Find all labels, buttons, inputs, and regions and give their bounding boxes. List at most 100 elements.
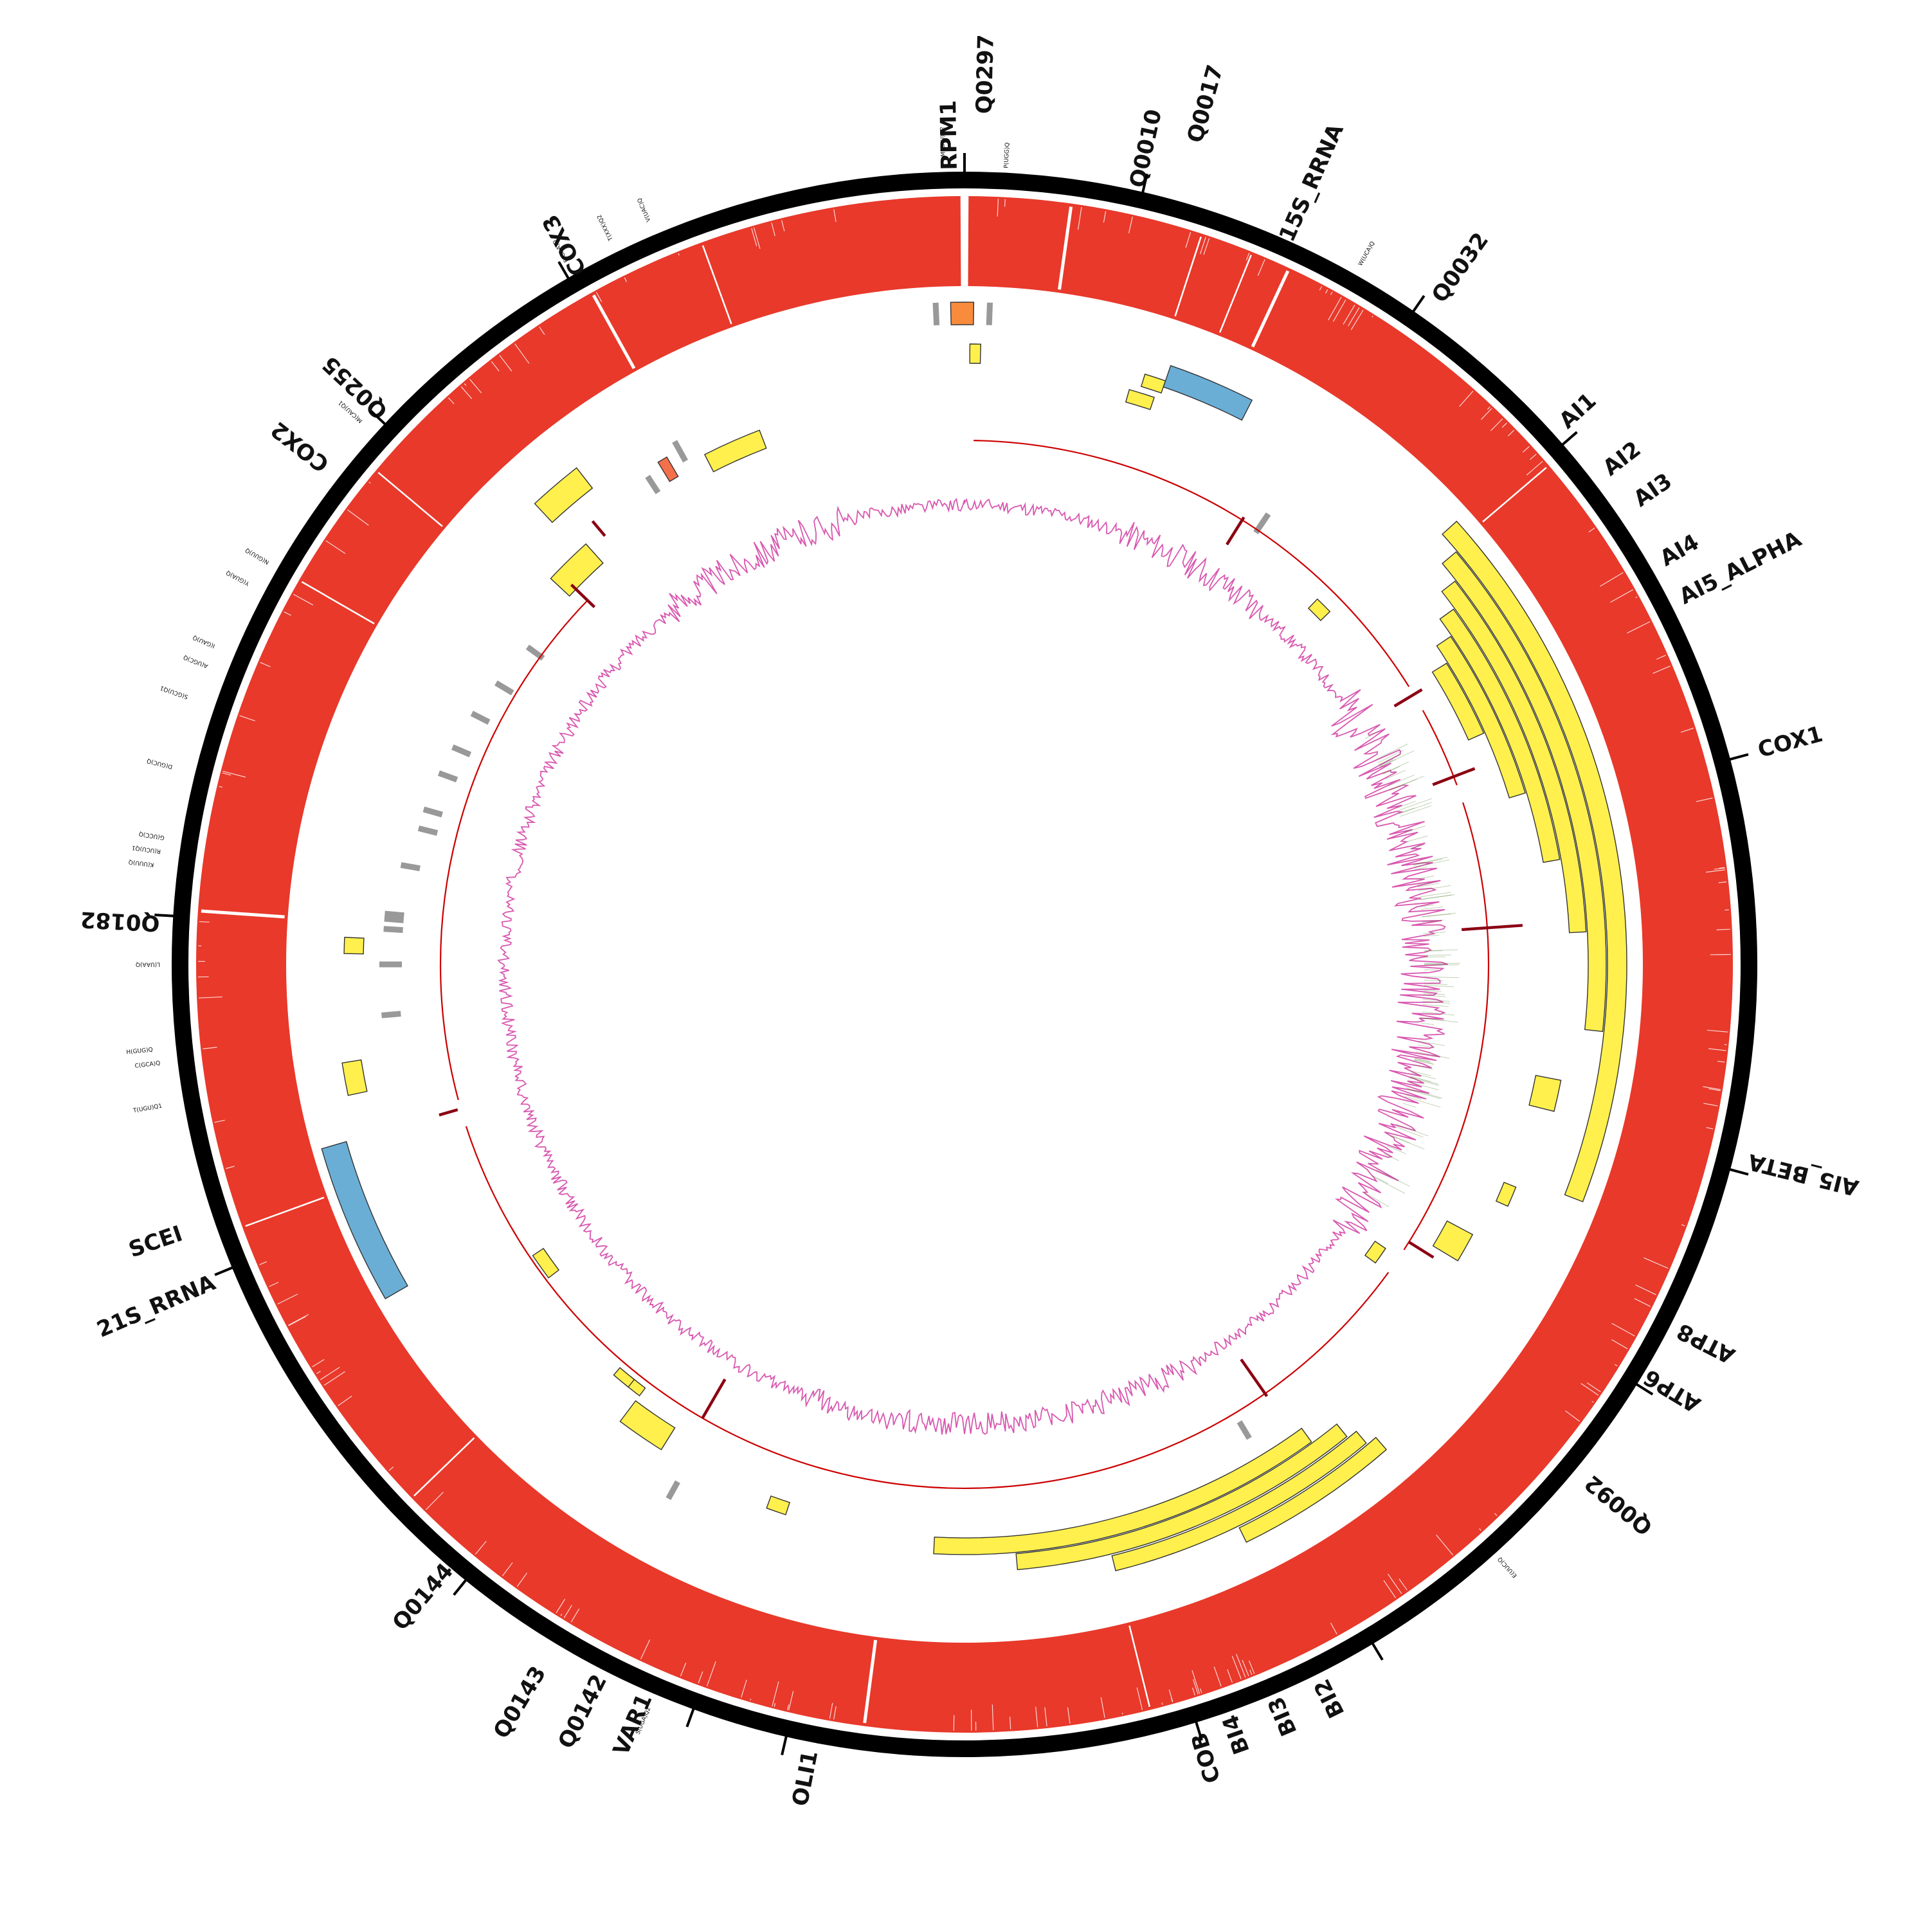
link-tick <box>1227 518 1244 545</box>
trna-label: D(GUC)Q <box>146 757 173 770</box>
trna-tick <box>496 683 512 692</box>
coverage-dip <box>750 1699 751 1700</box>
gene-label-bi4: BI4 <box>1217 1711 1254 1758</box>
trna-tick <box>648 476 658 492</box>
trna-label: N(GUU)Q <box>244 546 271 565</box>
trna-label: C(GCA)Q <box>134 1060 161 1070</box>
gc-skew-spike <box>1397 801 1415 808</box>
trna-label: Y(GUA)Q <box>225 569 251 587</box>
link-tick <box>1241 1359 1267 1396</box>
gc-skew-spike <box>1424 991 1442 992</box>
trna-tick <box>668 1482 678 1499</box>
gene-label-bi3: BI3 <box>1263 1693 1302 1740</box>
link-tick <box>439 1110 458 1115</box>
trna-label: G(UCC)Q <box>138 830 165 840</box>
gc-skew-line <box>498 499 1448 1434</box>
trna-tick <box>472 714 489 723</box>
link-tick <box>572 585 595 608</box>
gc-skew-spike <box>1376 1169 1410 1186</box>
small-gene-box <box>1365 1241 1386 1263</box>
gc-skew-spike <box>1424 980 1444 981</box>
coverage-dip <box>1005 199 1006 207</box>
link-tick <box>703 1379 725 1418</box>
backbone-circle <box>180 180 1749 1749</box>
coverage-dip <box>1162 1702 1163 1704</box>
gene-label-atp8: ATP8 <box>1673 1318 1739 1369</box>
backbone-tick <box>1373 1643 1382 1660</box>
trna-label: K(UUU)Q <box>128 858 154 868</box>
backbone-tick <box>1730 1169 1748 1175</box>
link-tick <box>1433 768 1474 784</box>
link-tick <box>1409 1242 1433 1258</box>
trna-label: S(GCU)Q1 <box>159 684 189 700</box>
trna-tick <box>989 303 990 325</box>
trna-tick <box>453 747 471 755</box>
trna-label: T(XXX)Q2 <box>596 213 615 242</box>
gc-skew-spike <box>1403 1103 1416 1107</box>
trna-tick <box>675 442 685 462</box>
gene-label-ai5-beta: AI5_BETA <box>1745 1148 1861 1200</box>
gene-label-ai3: AI3 <box>1629 468 1676 512</box>
gene-label-ai1: AI1 <box>1554 388 1601 434</box>
small-gene-box <box>535 468 593 523</box>
trna-label: M(CAU)Q2 <box>939 127 946 157</box>
gene-label-q0144: Q0144 <box>388 1558 459 1636</box>
gene-label-15s-rrna: 15S_RRNA <box>1274 120 1350 246</box>
trna-label: L(UAA)Q <box>136 961 160 968</box>
trna-label: T(UGU)Q1 <box>132 1103 163 1115</box>
link-tick <box>1395 690 1422 707</box>
trna-tick <box>424 809 442 815</box>
gc-skew-spike <box>1416 1052 1449 1058</box>
gene-label-cox1: COX1 <box>1755 721 1825 763</box>
feature-track <box>322 302 1627 1571</box>
gene-label-var1: VAR1 <box>608 1690 658 1759</box>
trna-tick <box>1239 1422 1249 1438</box>
gene-label-q0092: Q0092 <box>1580 1470 1658 1540</box>
rrna-15s-box <box>1163 366 1252 420</box>
backbone-tick <box>687 1709 693 1727</box>
highlight-box <box>950 302 974 325</box>
gene-label-cob: COB <box>1186 1729 1226 1786</box>
backbone-tick <box>782 1736 786 1755</box>
gc-skew-spike <box>1388 775 1415 786</box>
small-gene-box <box>1141 374 1166 393</box>
link-arc <box>1423 710 1457 785</box>
gc-skew-spike <box>1383 766 1400 774</box>
gene-label-q0032: Q0032 <box>1427 228 1494 307</box>
highlight-tick <box>658 457 678 482</box>
coverage-ring <box>196 196 1733 1733</box>
backbone-tick <box>1730 754 1748 759</box>
link-arc <box>974 440 1409 687</box>
trna-label: I(GAU)Q <box>192 634 216 649</box>
small-gene-box <box>1433 1221 1473 1261</box>
small-gene-box <box>1126 390 1154 410</box>
gc-skew-spike <box>1405 826 1426 833</box>
trna-label: A(UGC)Q <box>183 654 209 669</box>
gene-label-oli1: OLI1 <box>788 1749 824 1809</box>
small-gene-box <box>1529 1076 1561 1112</box>
small-gene-box <box>1309 599 1330 620</box>
backbone-tick <box>154 915 174 916</box>
backbone-tick <box>1562 432 1577 445</box>
gc-skew-track <box>498 499 1460 1434</box>
gc-skew-spike <box>1423 995 1445 997</box>
gene-label-q0142: Q0142 <box>553 1670 612 1753</box>
trna-label: E(UUC)Q <box>1497 1556 1519 1579</box>
trna-tick <box>385 914 404 916</box>
backbone-tick <box>454 1580 466 1594</box>
gc-skew-spike <box>1376 744 1408 759</box>
trna-label: R(UCU)Q1 <box>131 844 161 854</box>
trna-tick <box>381 1014 401 1016</box>
coverage-track <box>196 196 1733 1733</box>
trna-tick <box>385 919 404 920</box>
link-arc <box>466 1126 1388 1488</box>
small-gene-box <box>342 1060 367 1096</box>
trna-tick <box>439 773 457 779</box>
gc-skew-spike <box>1400 806 1431 817</box>
gc-skew-spike <box>1420 895 1454 900</box>
link-tick <box>1462 925 1523 930</box>
gc-skew-spike <box>1424 984 1447 985</box>
gc-skew-spike <box>1408 836 1427 842</box>
gc-skew-spike <box>1396 1124 1428 1136</box>
